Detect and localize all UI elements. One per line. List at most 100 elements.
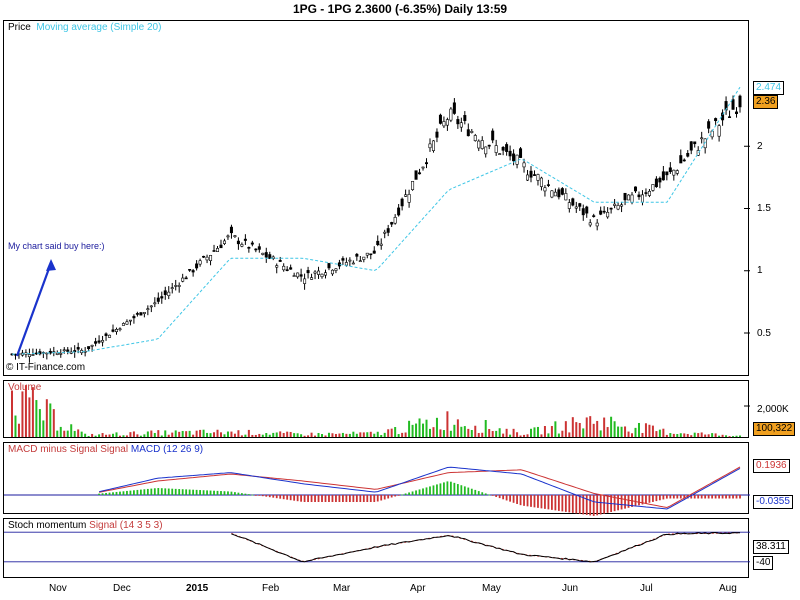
volume-bar bbox=[45, 399, 48, 437]
price-candle bbox=[560, 187, 564, 196]
macd-histogram-bar bbox=[293, 495, 296, 501]
macd-histogram-bar bbox=[390, 495, 393, 498]
macd-histogram-bar bbox=[272, 495, 275, 498]
price-candle bbox=[34, 348, 38, 355]
price-candle bbox=[174, 279, 178, 291]
price-candle bbox=[445, 117, 449, 131]
price-candle bbox=[397, 204, 401, 217]
price-candle bbox=[369, 253, 373, 260]
price-candle bbox=[578, 202, 582, 211]
price-candle bbox=[104, 332, 108, 341]
price-candle bbox=[418, 168, 422, 175]
macd-histogram-bar bbox=[300, 495, 303, 502]
price-candle bbox=[247, 246, 251, 253]
price-candle bbox=[320, 273, 324, 279]
macd-histogram-bar bbox=[139, 489, 142, 495]
volume-bar bbox=[564, 421, 567, 437]
macd-histogram-bar bbox=[700, 495, 703, 499]
volume-bar bbox=[728, 436, 731, 438]
buy-arrow-head bbox=[46, 259, 56, 271]
macd-histogram-bar bbox=[310, 495, 313, 502]
last-price-tag: 2.36 bbox=[753, 95, 779, 109]
volume-bar bbox=[167, 434, 170, 437]
volume-bar bbox=[80, 431, 83, 437]
volume-bar bbox=[488, 429, 491, 437]
volume-bar bbox=[383, 432, 386, 437]
volume-bar bbox=[599, 430, 602, 437]
macd-histogram-bar bbox=[418, 489, 421, 495]
macd-histogram-bar bbox=[568, 495, 571, 513]
macd-histogram-bar bbox=[585, 495, 588, 515]
stoch-panel: Stoch momentum Signal (14 3 5 3) bbox=[3, 518, 750, 578]
volume-bar bbox=[637, 422, 640, 437]
volume-bar bbox=[536, 426, 539, 437]
price-candle bbox=[665, 171, 669, 181]
price-candle bbox=[219, 239, 223, 249]
macd-histogram-bar bbox=[425, 487, 428, 495]
volume-bar bbox=[373, 433, 376, 437]
volume-ytick: 2,000K bbox=[757, 404, 789, 415]
price-candle bbox=[334, 268, 338, 274]
macd-histogram-bar bbox=[143, 489, 146, 495]
macd-histogram-bar bbox=[411, 491, 414, 495]
volume-bar bbox=[206, 432, 209, 437]
price-candle bbox=[390, 221, 394, 227]
macd-histogram-bar bbox=[516, 495, 518, 504]
volume-bar bbox=[150, 430, 153, 437]
volume-bar bbox=[644, 423, 647, 437]
macd-histogram-bar bbox=[234, 492, 236, 495]
volume-bar bbox=[237, 430, 240, 437]
volume-bar bbox=[219, 432, 222, 437]
volume-bar bbox=[686, 433, 689, 437]
price-candle bbox=[355, 252, 359, 261]
volume-bar bbox=[56, 430, 59, 437]
price-candle bbox=[696, 146, 700, 157]
price-candle bbox=[41, 351, 45, 359]
volume-bar bbox=[101, 433, 104, 437]
volume-bar bbox=[509, 434, 512, 437]
macd-histogram-bar bbox=[98, 493, 100, 495]
macd-histogram-bar bbox=[380, 495, 383, 501]
macd-histogram-bar bbox=[655, 495, 658, 502]
price-candle bbox=[195, 260, 199, 271]
volume-bar bbox=[491, 431, 494, 437]
price-candle bbox=[341, 256, 345, 265]
volume-bar bbox=[195, 430, 198, 437]
price-candle bbox=[592, 213, 596, 218]
price-candle bbox=[365, 252, 369, 259]
volume-bar bbox=[174, 430, 177, 437]
volume-bar bbox=[481, 432, 484, 437]
macd-panel: MACD minus Signal Signal MACD (12 26 9) bbox=[3, 442, 750, 516]
volume-bar bbox=[526, 434, 529, 437]
macd-histogram-bar bbox=[582, 495, 585, 515]
price-candle bbox=[425, 158, 429, 169]
price-candle bbox=[557, 187, 561, 200]
macd-histogram-bar bbox=[537, 495, 539, 508]
price-candle bbox=[585, 205, 589, 218]
volume-bar bbox=[317, 433, 320, 437]
macd-histogram-bar bbox=[474, 489, 477, 495]
macd-histogram-bar bbox=[512, 495, 515, 503]
volume-bar bbox=[268, 434, 271, 437]
volume-bar bbox=[665, 434, 668, 437]
volume-bar bbox=[94, 435, 97, 437]
volume-bar bbox=[672, 433, 675, 437]
price-ytick-1: 1 bbox=[757, 265, 763, 276]
macd-histogram-bar bbox=[617, 495, 619, 511]
volume-bar bbox=[442, 430, 445, 437]
volume-bar bbox=[456, 419, 459, 437]
volume-bar bbox=[87, 435, 90, 437]
macd-histogram-bar bbox=[439, 483, 442, 495]
volume-bar bbox=[164, 430, 167, 437]
volume-bar bbox=[394, 427, 397, 437]
volume-bar bbox=[310, 432, 313, 437]
macd-histogram-bar bbox=[728, 495, 731, 499]
macd-histogram-bar bbox=[101, 493, 104, 495]
volume-bar bbox=[463, 426, 466, 437]
volume-bar bbox=[422, 423, 425, 437]
price-candle bbox=[142, 311, 146, 318]
volume-bar bbox=[307, 435, 310, 437]
volume-bar bbox=[585, 417, 588, 437]
volume-bar bbox=[543, 425, 546, 437]
volume-bar bbox=[582, 428, 585, 437]
